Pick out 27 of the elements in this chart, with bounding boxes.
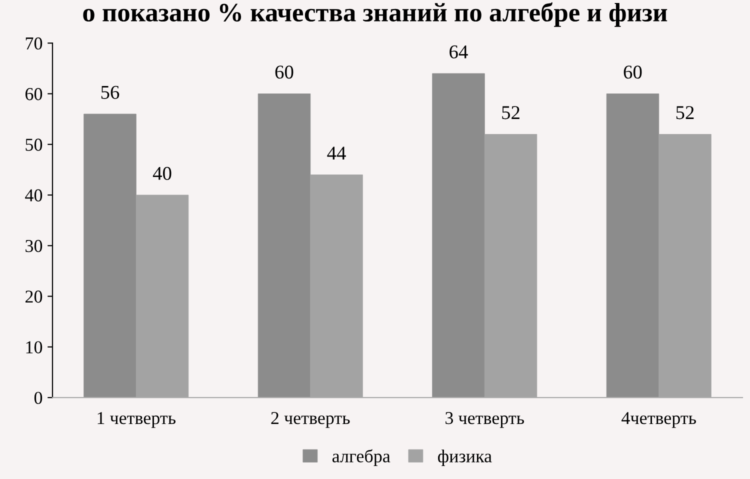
y-tick-label: 70 [26, 37, 42, 50]
data-label: 60 [624, 66, 642, 79]
x-tick-label: 1 четверть [98, 412, 176, 428]
data-label: 64 [450, 45, 468, 58]
data-label: 44 [327, 146, 346, 160]
y-tick-label: 40 [25, 189, 42, 202]
x-tick-label: 4четверть [622, 412, 696, 428]
y-tick-label: 60 [26, 88, 42, 100]
y-tick-label: 30 [26, 240, 42, 252]
data-label: 52 [676, 106, 694, 120]
y-tick-label: 50 [26, 138, 42, 151]
data-label: 56 [101, 86, 120, 99]
bar [258, 94, 311, 398]
data-label: 60 [275, 66, 294, 79]
data-label: 52 [502, 106, 520, 120]
legend-label: физика [438, 450, 492, 466]
bar [432, 73, 485, 398]
x-tick-label: 2 четверть [271, 412, 350, 428]
chart-title: о показано % качества знаний по алгебре и физи [83, 2, 668, 27]
legend-label: алгебра [332, 449, 390, 466]
data-label: 40 [152, 166, 172, 180]
bar [606, 94, 660, 398]
y-tick-label: 0 [34, 392, 42, 404]
x-tick-label: 3 четверть [446, 412, 524, 428]
y-tick-label: 10 [26, 341, 42, 354]
y-tick-label: 20 [26, 290, 42, 303]
bar [84, 114, 136, 398]
